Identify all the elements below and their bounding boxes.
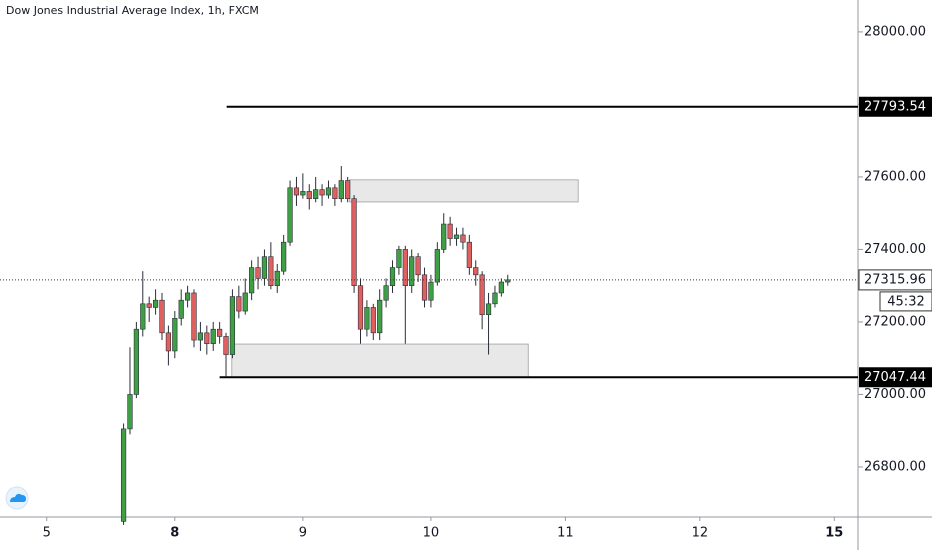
countdown-label: 45:32	[887, 294, 924, 309]
candle-body	[197, 332, 204, 341]
zone	[231, 343, 529, 378]
candle-body	[319, 189, 325, 196]
level-label: 27793.54	[864, 99, 926, 114]
candle-body	[485, 303, 492, 315]
candle-body	[268, 256, 274, 286]
candle-body	[415, 256, 421, 276]
candle-body	[185, 292, 191, 301]
candle-body	[447, 223, 453, 239]
candle-body	[498, 281, 504, 294]
candle-body	[242, 292, 248, 312]
x-tick-label: 9	[299, 526, 307, 541]
candle-body	[313, 189, 319, 199]
y-tick-label: 27000.00	[864, 387, 926, 402]
candle-body	[236, 296, 242, 312]
candle-body	[146, 303, 152, 308]
candle-body	[428, 281, 434, 301]
x-tick-label: 8	[170, 526, 179, 541]
candle-body	[345, 180, 351, 199]
candle-body	[287, 187, 293, 243]
x-tick-label: 15	[825, 526, 843, 541]
zone	[349, 179, 579, 203]
candle-body	[332, 187, 338, 199]
candle-body	[383, 285, 389, 301]
x-tick-label: 5	[43, 526, 51, 541]
y-tick-label: 28000.00	[864, 24, 926, 39]
y-tick-label: 27600.00	[864, 169, 926, 184]
candle-body	[492, 292, 498, 305]
candle-body	[453, 234, 460, 239]
y-tick-label: 26800.00	[864, 459, 926, 474]
candle-body	[409, 256, 415, 286]
candle-body	[191, 292, 197, 341]
candle-body	[351, 198, 357, 286]
candle-body	[127, 394, 133, 430]
candle-body	[300, 191, 306, 196]
candle-body	[281, 241, 287, 272]
logo[interactable]	[5, 486, 29, 510]
candle-body	[396, 249, 402, 268]
candle-body	[306, 191, 312, 199]
candle-body	[274, 270, 280, 286]
candle-body	[223, 336, 229, 355]
candle-body	[165, 332, 171, 352]
candle-body	[338, 180, 344, 199]
candle-body	[479, 274, 485, 315]
candle-body	[293, 187, 300, 196]
x-tick-label: 10	[423, 526, 440, 541]
candle-body	[434, 249, 440, 283]
level-label-box	[859, 96, 932, 117]
candle-body	[357, 285, 364, 330]
candle-body	[466, 241, 472, 268]
candle-body	[421, 274, 428, 301]
candle-body	[178, 299, 184, 319]
candle-body	[210, 328, 216, 344]
candle-body	[140, 303, 146, 330]
candle-body	[217, 328, 223, 337]
level-label-box	[859, 367, 932, 388]
candle-body	[249, 267, 255, 294]
candle-body	[473, 267, 479, 276]
y-tick-label: 27400.00	[864, 242, 926, 257]
candle-body	[159, 299, 165, 334]
chart-title: Dow Jones Industrial Average Index, 1h, …	[6, 4, 259, 17]
candle-body	[441, 223, 447, 250]
candle-body	[229, 296, 236, 355]
last-price-box	[858, 269, 932, 291]
x-tick-label: 12	[692, 526, 709, 541]
last-price-label: 27315.96	[864, 272, 926, 287]
candle-body	[133, 328, 139, 395]
countdown-box	[879, 291, 932, 312]
candle-body	[261, 256, 268, 279]
candle-body	[377, 299, 383, 334]
candle-body	[389, 267, 396, 286]
candle-body	[172, 318, 178, 352]
candle-body	[204, 332, 210, 344]
x-tick-label: 11	[557, 526, 574, 541]
candle-body	[364, 307, 370, 330]
candle-body	[460, 234, 466, 243]
candle-body	[152, 299, 159, 308]
candle-body	[402, 249, 408, 286]
y-tick-label: 27200.00	[864, 314, 926, 329]
candle-body	[255, 267, 261, 279]
level-label: 27047.44	[864, 370, 926, 385]
candle-body	[370, 307, 376, 334]
candle-body	[120, 428, 127, 522]
candle-body	[325, 187, 332, 196]
